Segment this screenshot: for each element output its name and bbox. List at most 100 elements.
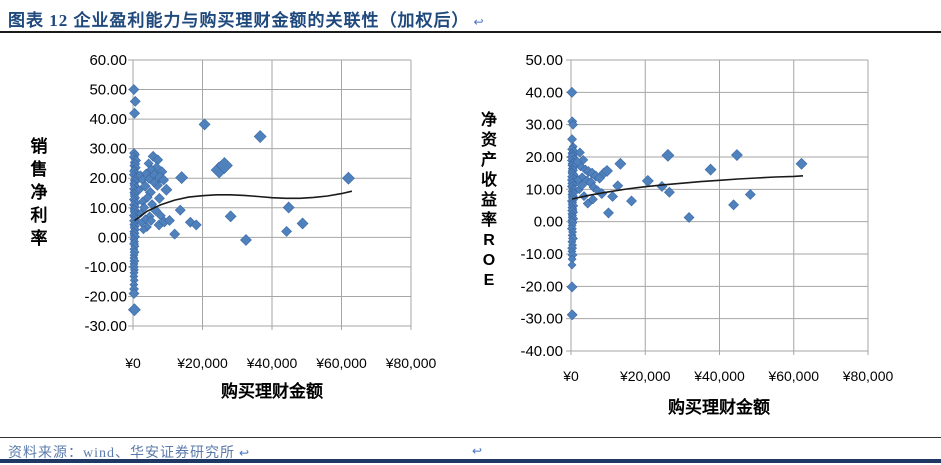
data-point [240,234,252,246]
x-tick-label: ¥20,000 [619,368,671,384]
data-point [661,148,675,162]
paragraph-mark-icon: ↩ [473,15,485,29]
y-axis-title: 销 [31,136,48,156]
y-tick-label: 40.00 [89,111,127,128]
y-axis-title: 益 [481,190,497,209]
data-point [607,191,619,202]
figure-title: 图表 12 企业盈利能力与购买理财金额的关联性（加权后） ↩ [8,6,485,31]
y-tick-label: 30.00 [525,117,563,134]
data-point [164,215,175,226]
data-point [136,218,146,228]
y-tick-label: -20.00 [520,278,563,295]
y-tick-label: -30.00 [520,311,563,328]
data-point [656,180,668,192]
data-point [568,119,578,130]
data-point [573,175,583,185]
data-point [576,180,587,191]
data-point [795,157,808,170]
x-tick-label: ¥60,000 [767,368,819,384]
y-tick-label: 50.00 [525,52,563,69]
data-point [160,183,173,196]
data-point [144,173,154,184]
data-point [574,147,585,158]
y-axis-title: 率 [31,228,48,248]
data-point [141,222,152,232]
y-tick-label: -10.00 [520,246,563,263]
data-point [704,163,717,176]
x-tick-label: ¥0 [562,368,579,384]
data-point [215,157,233,174]
data-point [139,225,148,235]
data-point [683,212,695,223]
y-tick-label: -20.00 [84,288,127,305]
left-chart: 60.00 50.00 40.00 30.00 20.00 10.00 0.00 -10.00… [31,52,437,401]
y-tick-label: 0.00 [534,214,563,231]
data-point [224,210,237,223]
x-tick-label: ¥80,000 [385,355,437,371]
y-axis-title: 产 [481,150,497,169]
data-point [282,201,295,214]
data-point [626,195,637,207]
data-point [134,185,144,195]
title-divider [0,31,941,33]
data-point [128,288,140,299]
data-point [175,171,189,185]
x-tick-label: ¥0 [124,355,141,371]
data-point [296,217,309,230]
y-tick-label: 30.00 [89,141,127,158]
data-point [587,194,598,205]
data-point [253,130,267,143]
data-point [641,175,654,187]
data-point [603,207,614,219]
source-note: 资料来源：wind、华安证券研究所 ↩ [8,442,250,462]
x-axis-title: 购买理财金额 [668,397,770,417]
x-tick-label: ¥20,000 [176,355,228,371]
data-point [129,95,141,107]
data-point [566,281,578,293]
source-note-text: 资料来源：wind、华安证券研究所 [8,446,235,461]
y-axis-title: 售 [31,159,48,179]
y-tick-label: -40.00 [520,343,563,360]
x-tick-label: ¥60,000 [315,355,367,371]
data-point [566,309,578,321]
data-point [190,219,202,231]
data-point [572,156,583,167]
data-point [146,215,156,226]
paragraph-mark-icon: ↩ [239,446,251,460]
data-point [663,186,675,198]
y-tick-label: 10.00 [525,181,563,198]
data-point [567,260,577,270]
y-tick-label: -10.00 [84,259,127,276]
y-tick-label: 20.00 [525,149,563,166]
y-tick-label: 50.00 [89,82,127,99]
data-point [158,174,170,186]
x-tick-label: ¥80,000 [842,368,894,384]
y-tick-label: 10.00 [89,200,127,217]
y-axis-title: 净 [481,110,497,129]
trend-line [571,175,804,200]
y-axis-title: O [483,252,495,269]
y-axis-title: 净 [31,182,48,202]
data-point [744,189,756,200]
data-point [601,164,613,177]
x-tick-label: ¥40,000 [693,368,745,384]
data-point [566,86,578,98]
data-point [198,118,211,131]
y-axis-title: 率 [481,210,497,229]
bottom-border [0,459,941,463]
footer-divider [0,437,941,438]
data-point [174,204,186,216]
y-tick-label: 0.00 [98,229,127,246]
y-axis-title: R [483,232,495,249]
data-point [128,84,140,95]
y-axis-title: E [484,272,495,289]
y-axis-title: 利 [31,205,48,225]
right-chart: 50.00 40.00 30.00 20.00 10.00 0.00 -10.00 -20.0… [481,52,894,417]
y-tick-label: 60.00 [89,52,127,69]
y-tick-label: -30.00 [84,318,127,335]
data-point [139,202,150,213]
y-axis-title: 资 [481,130,497,149]
data-point [129,107,140,119]
